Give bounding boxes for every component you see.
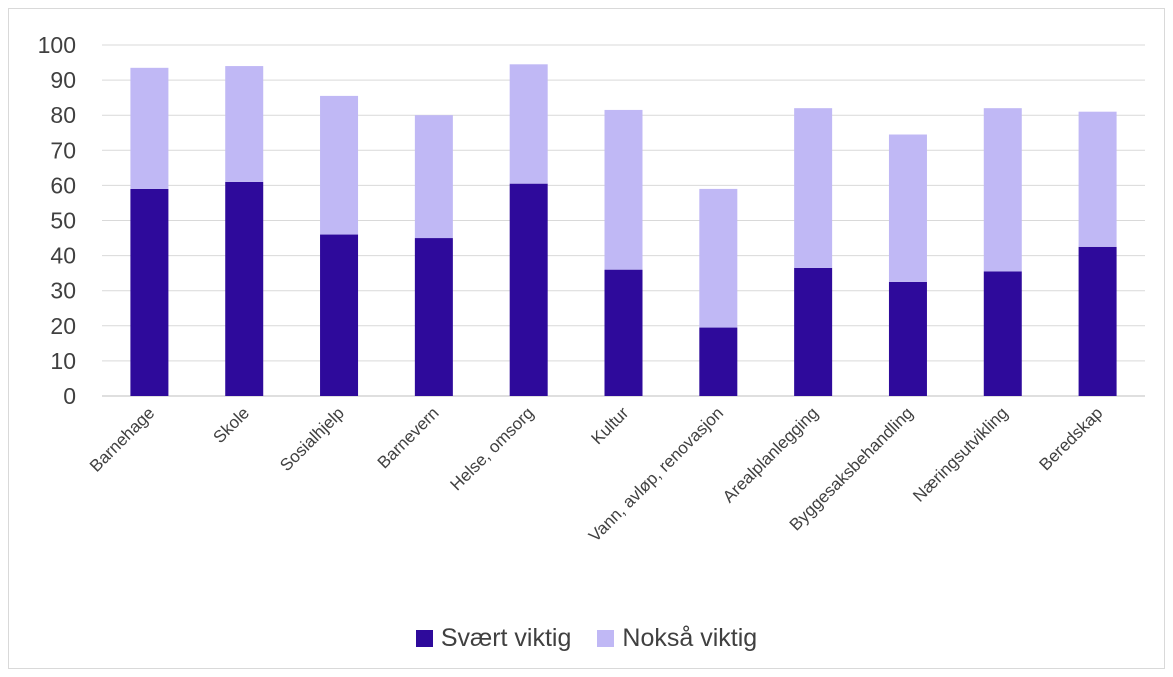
bar-svaert-viktig-6 (699, 327, 738, 396)
bar-noksa-viktig-4 (509, 64, 548, 184)
legend-swatch-svaert-viktig (415, 630, 433, 647)
bar-noksa-viktig-1 (225, 66, 264, 182)
y-tick-label-70: 70 (50, 137, 76, 163)
y-tick-label-60: 60 (50, 172, 76, 198)
x-tick-label-2: Sosialhjelp (276, 403, 348, 475)
x-tick-label-4: Helse, omsorg (447, 403, 538, 494)
bar-noksa-viktig-8 (888, 134, 927, 282)
y-tick-label-40: 40 (50, 243, 76, 269)
bar-noksa-viktig-6 (699, 188, 738, 328)
x-tick-label-10: Beredskap (1036, 403, 1107, 474)
x-tick-label-9: Næringsutvikling (909, 403, 1011, 505)
legend-item-noksa-viktig: Nokså viktig (597, 624, 757, 653)
x-tick-label-0: Barnehage (86, 403, 158, 475)
legend: Svært viktig Nokså viktig (0, 624, 1173, 653)
bar-noksa-viktig-7 (794, 108, 833, 268)
y-tick-label-100: 100 (38, 32, 76, 58)
bar-noksa-viktig-10 (1078, 111, 1117, 247)
y-tick-label-0: 0 (63, 383, 76, 409)
bar-svaert-viktig-10 (1078, 246, 1117, 396)
bar-svaert-viktig-3 (414, 238, 453, 396)
chart-area (8, 8, 1165, 669)
x-tick-label-3: Barnevern (374, 403, 443, 472)
x-tick-label-7: Arealplanlegging (719, 403, 822, 506)
bar-noksa-viktig-2 (320, 95, 359, 235)
legend-swatch-noksa-viktig (597, 630, 615, 647)
bar-svaert-viktig-2 (320, 234, 359, 396)
y-tick-label-30: 30 (50, 278, 76, 304)
bar-svaert-viktig-8 (888, 281, 927, 396)
legend-label-svaert-viktig: Svært viktig (440, 624, 572, 652)
y-tick-label-90: 90 (50, 67, 76, 93)
bar-svaert-viktig-9 (983, 271, 1022, 396)
y-tick-label-10: 10 (50, 348, 76, 374)
bar-svaert-viktig-0 (130, 188, 169, 396)
legend-label-noksa-viktig: Nokså viktig (622, 624, 758, 652)
bar-noksa-viktig-9 (983, 108, 1022, 272)
y-tick-label-20: 20 (50, 313, 76, 339)
bar-svaert-viktig-1 (225, 181, 264, 396)
legend-item-svaert-viktig: Svært viktig (415, 624, 572, 653)
bar-noksa-viktig-5 (604, 109, 643, 270)
bar-svaert-viktig-5 (604, 269, 643, 396)
y-tick-label-50: 50 (50, 208, 76, 234)
y-tick-label-80: 80 (50, 102, 76, 128)
bar-noksa-viktig-0 (130, 67, 169, 189)
bar-svaert-viktig-4 (509, 183, 548, 396)
bar-svaert-viktig-7 (794, 267, 833, 396)
x-tick-label-1: Skole (210, 403, 254, 447)
x-tick-label-5: Kultur (587, 403, 632, 448)
bar-noksa-viktig-3 (414, 115, 453, 239)
